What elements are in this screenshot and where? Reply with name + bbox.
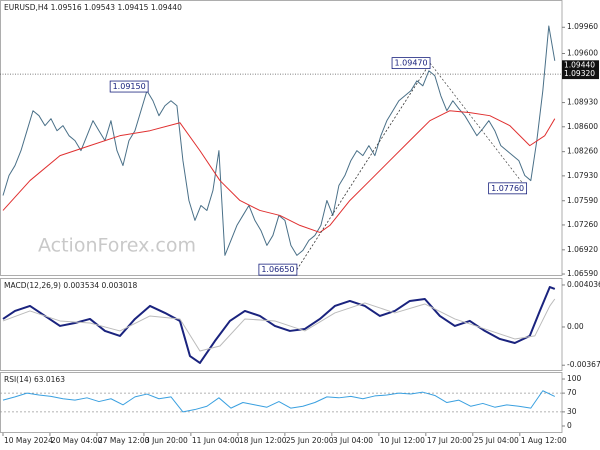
x-tick-label: 1 Aug 12:00 <box>521 436 567 445</box>
y-tick-label: 1.09600 <box>567 49 598 58</box>
y-tick-label: 0.004036 <box>567 280 600 289</box>
y-tick-label: 1.06920 <box>567 245 598 254</box>
price-tag <box>562 69 599 80</box>
price-tag <box>562 60 599 71</box>
y-tick-label: 30 <box>567 407 577 416</box>
y-tick-label: 0.00 <box>567 322 584 331</box>
annotation-box <box>109 80 149 93</box>
series-line <box>2 390 556 413</box>
y-tick-label: 1.09960 <box>567 22 598 31</box>
series-line <box>2 298 556 352</box>
x-tick-label: 3 Jun 20:00 <box>145 436 188 445</box>
x-tick-label: 18 Jun 12:00 <box>239 436 287 445</box>
y-tick-label: 1.08260 <box>567 147 598 156</box>
series-line <box>2 110 556 233</box>
x-tick-label: 11 Jun 04:00 <box>192 436 240 445</box>
annotation-box <box>391 57 431 70</box>
y-tick-label: 100 <box>567 374 582 383</box>
annotation-box <box>258 263 298 276</box>
x-tick-label: 10 May 2024 <box>4 436 53 445</box>
x-tick-label: 25 Jun 20:00 <box>286 436 334 445</box>
watermark: ActionForex.com <box>38 235 196 257</box>
rsi-panel <box>0 372 563 433</box>
y-tick-label: 1.08930 <box>567 98 598 107</box>
swing-line <box>429 62 527 189</box>
price-tag-label: 1.09320 <box>564 69 595 78</box>
annotation-label: 1.06650 <box>261 265 294 274</box>
y-tick-label: 70 <box>567 388 577 397</box>
x-tick-label: 27 May 12:00 <box>98 436 150 445</box>
panel-title: MACD(12,26,9) 0.003534 0.003018 <box>4 281 138 290</box>
panel-title: EURUSD,H4 1.09516 1.09543 1.09415 1.0944… <box>4 3 182 12</box>
y-tick-label: 1.07590 <box>567 196 598 205</box>
annotation-box <box>488 182 528 195</box>
y-tick-label: 1.08600 <box>567 122 598 131</box>
series-line <box>2 25 556 256</box>
price-tag-label: 1.09440 <box>564 60 595 69</box>
y-tick-label: 1.07260 <box>567 220 598 229</box>
x-tick-label: 20 May 04:00 <box>51 436 103 445</box>
annotation-label: 1.09470 <box>395 59 428 68</box>
x-tick-label: 10 Jul 12:00 <box>380 436 425 445</box>
x-tick-label: 3 Jul 04:00 <box>333 436 373 445</box>
y-tick-label: -0.00367 <box>567 360 600 369</box>
y-tick-label: 0 <box>567 421 572 430</box>
swing-line <box>296 62 431 270</box>
x-tick-label: 25 Jul 04:00 <box>474 436 519 445</box>
y-tick-label: 1.06590 <box>567 269 598 278</box>
annotation-label: 1.09150 <box>113 82 146 91</box>
macd-panel <box>0 278 563 371</box>
y-tick-label: 1.07930 <box>567 171 598 180</box>
x-tick-label: 17 Jul 20:00 <box>427 436 472 445</box>
panel-title: RSI(14) 63.0163 <box>4 375 65 384</box>
annotation-label: 1.07760 <box>491 184 524 193</box>
